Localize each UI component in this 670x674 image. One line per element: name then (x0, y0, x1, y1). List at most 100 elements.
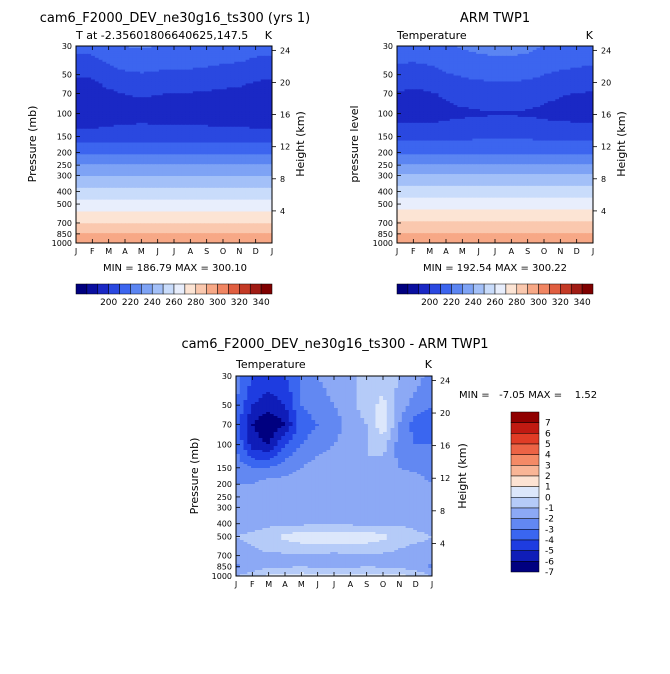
field-cell (230, 71, 235, 75)
field-cell (268, 225, 272, 228)
field-cell (117, 168, 122, 171)
field-cell (196, 166, 201, 169)
field-cell (79, 187, 85, 191)
field-cell (125, 67, 130, 71)
field-cell (132, 79, 137, 83)
field-cell (249, 172, 254, 175)
field-cell (215, 148, 220, 152)
field-cell (109, 91, 115, 94)
field-cell (185, 47, 190, 51)
field-cell (109, 136, 115, 140)
field-cell (200, 101, 205, 104)
field-cell (83, 97, 88, 100)
field-cell (76, 223, 81, 226)
field-cell (117, 120, 122, 124)
field-cell (151, 162, 156, 165)
field-cell (155, 136, 160, 140)
field-cell (207, 118, 213, 122)
field-cell (143, 223, 149, 226)
field-cell (94, 144, 100, 148)
field-cell (177, 65, 183, 69)
field-cell (136, 177, 141, 181)
field-cell (143, 229, 149, 232)
field-cell (170, 99, 175, 102)
field-cell (83, 164, 88, 167)
field-cell (87, 124, 92, 128)
field-cell (151, 150, 156, 153)
field-cell (143, 146, 149, 150)
field-cell (109, 185, 115, 189)
field-cell (256, 148, 262, 152)
field-cell (249, 209, 254, 213)
field-cell (264, 53, 269, 57)
field-cell (158, 140, 164, 144)
field-cell (147, 83, 152, 86)
field-cell (158, 61, 164, 65)
field-cell (196, 122, 201, 126)
field-cell (174, 120, 179, 124)
field-cell (215, 65, 220, 69)
field-cell (151, 179, 156, 183)
field-cell (76, 176, 81, 179)
field-cell (155, 191, 160, 195)
field-cell (207, 203, 213, 207)
field-cell (249, 148, 254, 152)
field-cell (200, 87, 205, 90)
field-cell (128, 197, 134, 201)
field-cell (238, 130, 243, 134)
field-cell (155, 120, 160, 124)
field-cell (83, 101, 88, 104)
field-cell (102, 118, 107, 122)
field-cell (177, 203, 183, 207)
field-cell (223, 181, 228, 185)
field-cell (189, 112, 194, 116)
field-cell (166, 160, 171, 163)
field-cell (241, 112, 247, 116)
field-cell (158, 85, 164, 88)
field-cell (189, 109, 194, 112)
field-cell (174, 219, 179, 222)
field-cell (166, 109, 171, 112)
field-cell (219, 233, 224, 236)
field-cell (102, 219, 107, 222)
field-cell (125, 63, 130, 67)
field-cell (230, 215, 235, 218)
field-cell (98, 114, 103, 118)
field-cell (102, 73, 107, 77)
field-cell (211, 152, 217, 155)
field-cell (136, 97, 141, 100)
field-cell (147, 189, 152, 193)
field-cell (264, 199, 269, 203)
field-cell (185, 146, 190, 150)
field-cell (215, 231, 220, 234)
field-cell (177, 195, 183, 199)
field-cell (113, 124, 119, 128)
field-cell (125, 225, 130, 228)
field-cell (207, 223, 213, 226)
field-cell (264, 201, 269, 205)
field-cell (219, 170, 224, 173)
field-cell (181, 67, 186, 71)
field-cell (155, 71, 160, 75)
field-cell (245, 93, 250, 96)
field-cell (249, 51, 254, 55)
field-cell (170, 124, 175, 128)
field-cell (196, 75, 201, 79)
field-cell (136, 91, 141, 94)
field-cell (192, 217, 198, 220)
field-cell (106, 144, 111, 148)
field-cell (151, 114, 156, 118)
field-cell (204, 195, 209, 199)
field-cell (223, 187, 228, 191)
field-cell (253, 63, 258, 67)
field-cell (113, 89, 119, 92)
field-cell (177, 91, 183, 94)
field-cell (117, 89, 122, 92)
field-cell (87, 69, 92, 73)
field-cell (174, 138, 179, 142)
field-cell (241, 109, 247, 112)
field-cell (113, 87, 119, 90)
field-cell (215, 130, 220, 134)
field-cell (215, 93, 220, 96)
field-cell (121, 176, 126, 179)
